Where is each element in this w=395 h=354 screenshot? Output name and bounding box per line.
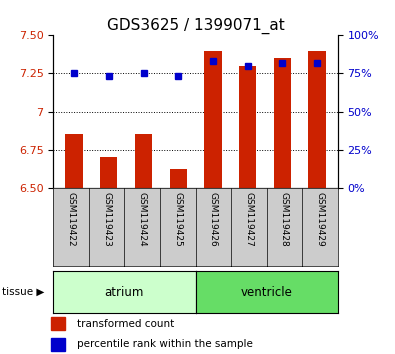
Text: atrium: atrium	[105, 286, 144, 298]
Text: GSM119427: GSM119427	[245, 192, 253, 246]
Text: tissue ▶: tissue ▶	[2, 287, 44, 297]
Text: GSM119424: GSM119424	[138, 192, 147, 246]
Bar	[274, 58, 291, 188]
Title: GDS3625 / 1399071_at: GDS3625 / 1399071_at	[107, 18, 284, 34]
Bar	[308, 51, 325, 188]
Text: GSM119423: GSM119423	[102, 192, 111, 246]
Bar	[51, 318, 65, 330]
Bar	[169, 169, 187, 188]
Text: GSM119428: GSM119428	[280, 192, 289, 246]
Bar	[239, 66, 256, 188]
Text: GSM119426: GSM119426	[209, 192, 218, 246]
Bar	[135, 135, 152, 188]
Text: percentile rank within the sample: percentile rank within the sample	[77, 339, 253, 349]
Text: GSM119425: GSM119425	[173, 192, 182, 246]
Text: ventricle: ventricle	[241, 286, 293, 298]
Bar	[100, 157, 117, 188]
Bar	[204, 51, 222, 188]
Bar	[51, 338, 65, 351]
Text: GSM119422: GSM119422	[67, 192, 75, 246]
Text: GSM119429: GSM119429	[316, 192, 324, 246]
Text: transformed count: transformed count	[77, 319, 174, 329]
Bar	[66, 135, 83, 188]
